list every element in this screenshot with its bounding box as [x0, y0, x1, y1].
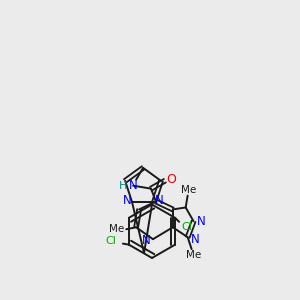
Text: H: H	[119, 181, 128, 191]
Text: N: N	[197, 215, 206, 228]
Text: Me: Me	[181, 184, 196, 195]
Text: N: N	[129, 179, 137, 192]
Text: Cl: Cl	[182, 222, 193, 232]
Text: Cl: Cl	[106, 236, 116, 246]
Text: N: N	[155, 194, 164, 207]
Text: N: N	[142, 234, 150, 247]
Text: Me: Me	[186, 250, 201, 260]
Text: Me: Me	[109, 224, 124, 234]
Text: N: N	[191, 233, 200, 246]
Text: O: O	[166, 173, 176, 186]
Text: N: N	[123, 194, 131, 207]
